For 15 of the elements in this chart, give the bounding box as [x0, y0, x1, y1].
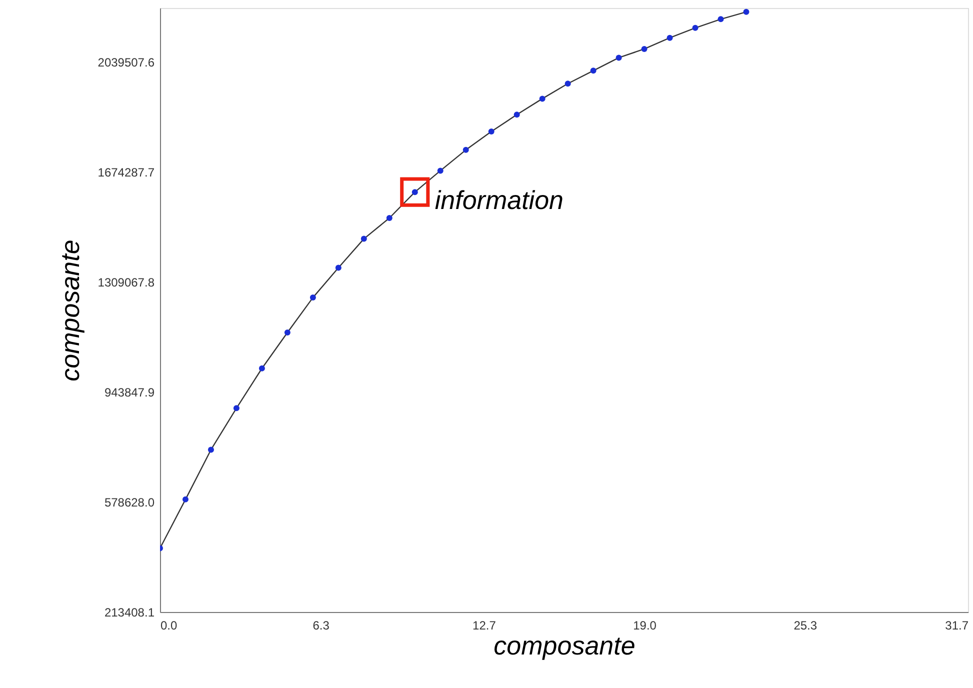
x-tick-label: 19.0	[633, 618, 657, 632]
x-axis-title: composante	[494, 630, 636, 660]
y-tick-label: 1309067.8	[98, 275, 155, 290]
y-tick-label: 578628.0	[104, 495, 155, 510]
y-tick-label: 1674287.7	[98, 165, 155, 180]
y-tick-label: 2039507.6	[98, 55, 155, 70]
x-tick-label: 31.7	[945, 618, 969, 632]
annotation: information	[434, 185, 564, 216]
y-axis-title: composante	[54, 240, 85, 382]
x-tick-label: 12.7	[472, 618, 496, 632]
y-tick-label: 213408.1	[104, 606, 155, 620]
y-tick-label: 943847.9	[104, 385, 155, 400]
x-tick-label: 6.3	[312, 618, 330, 632]
x-tick-label: 0.0	[160, 618, 178, 632]
x-tick-label: 25.3	[794, 618, 818, 632]
